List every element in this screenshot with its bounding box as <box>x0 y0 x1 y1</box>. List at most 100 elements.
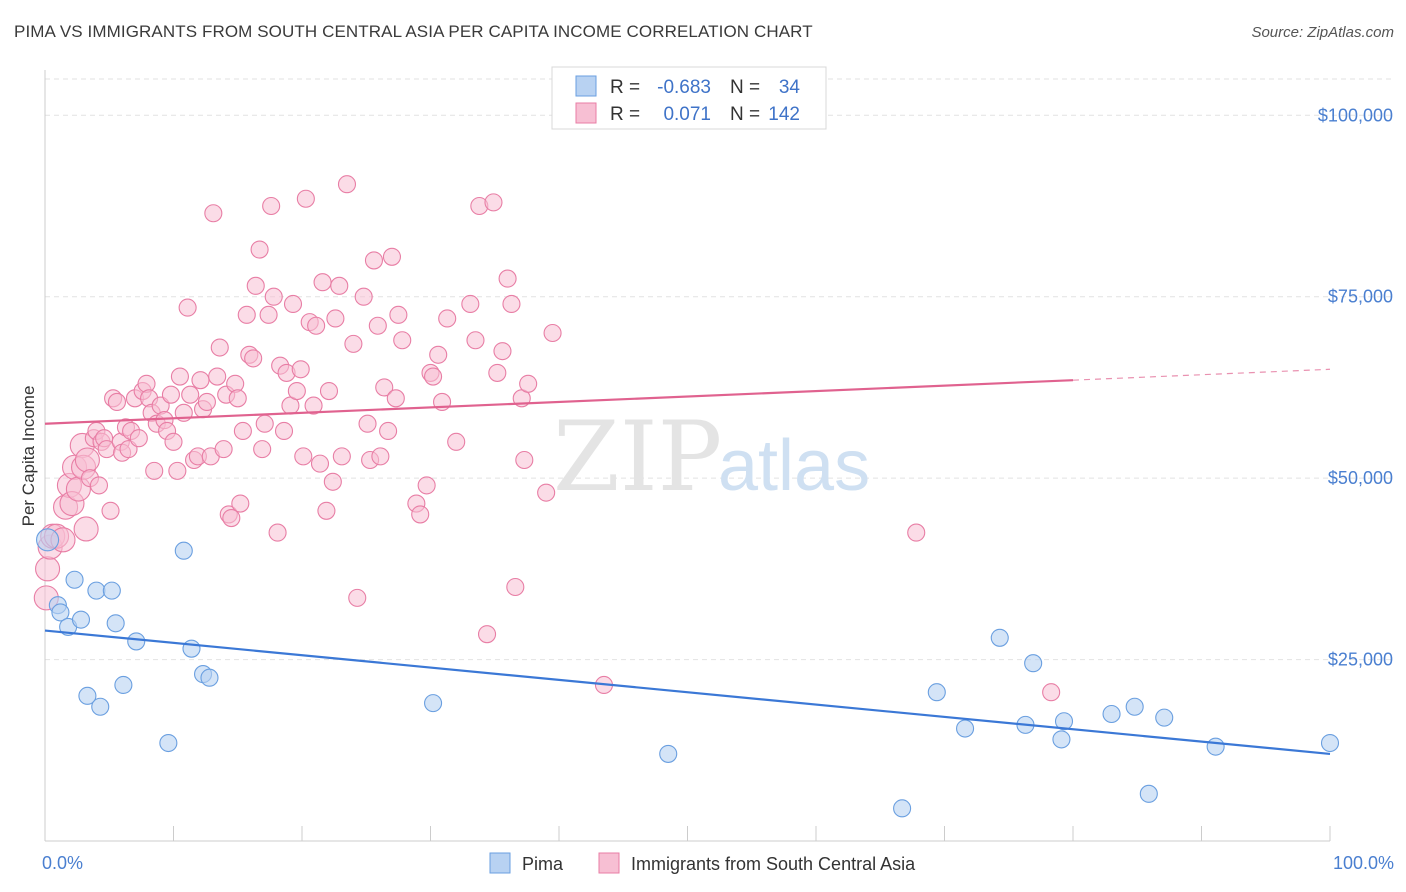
point-immigrants-90 <box>319 382 339 401</box>
point-pima-15 <box>182 639 201 658</box>
point-pima-9 <box>102 581 121 600</box>
point-immigrants-70 <box>255 414 274 433</box>
point-immigrants-101 <box>364 251 384 270</box>
point-immigrants-131 <box>519 374 538 393</box>
legend-r-value-immigrants: 0.071 <box>663 104 711 125</box>
y-tick-labels: $25,000 $50,000 $75,000 $100,000 <box>1318 105 1393 669</box>
point-immigrants-42 <box>168 461 187 480</box>
point-immigrants-83 <box>296 189 315 208</box>
watermark-atlas: atlas <box>718 426 870 506</box>
point-immigrants-41 <box>164 432 183 451</box>
point-immigrants-1 <box>35 556 61 582</box>
point-immigrants-127 <box>502 294 521 314</box>
point-immigrants-109 <box>393 331 412 350</box>
point-pima-5 <box>71 610 91 629</box>
point-pima-32 <box>1206 737 1225 756</box>
point-immigrants-125 <box>493 342 512 361</box>
point-pima-27 <box>1054 712 1074 731</box>
point-immigrants-136 <box>1042 683 1061 702</box>
point-immigrants-137 <box>73 516 99 542</box>
point-immigrants-99 <box>358 414 377 433</box>
point-immigrants-105 <box>379 421 398 441</box>
point-immigrants-98 <box>354 287 373 306</box>
legend-swatch-immigrants <box>575 102 597 124</box>
point-immigrants-118 <box>447 432 466 451</box>
point-pima-14 <box>174 541 193 560</box>
point-pima-23 <box>990 628 1009 647</box>
point-immigrants-82 <box>294 447 313 466</box>
point-immigrants-72 <box>262 196 281 216</box>
point-immigrants-76 <box>274 421 294 441</box>
point-pima-22 <box>956 719 975 738</box>
point-immigrants-54 <box>208 367 227 386</box>
point-pima-25 <box>1024 654 1043 673</box>
point-immigrants-135 <box>907 523 926 542</box>
point-immigrants-86 <box>307 316 326 335</box>
point-immigrants-53 <box>204 204 223 223</box>
point-immigrants-119 <box>461 294 480 314</box>
point-immigrants-107 <box>386 389 405 408</box>
legend-swatch-pima <box>575 75 597 97</box>
trend-line-0 <box>44 629 1331 756</box>
point-immigrants-64 <box>237 305 256 324</box>
point-pima-28 <box>1102 704 1121 724</box>
legend-n-value-immigrants: 142 <box>768 104 800 125</box>
series-pima-points <box>36 528 1340 818</box>
y-axis-title: Per Capita Income <box>19 386 38 527</box>
point-immigrants-112 <box>417 476 436 495</box>
point-immigrants-93 <box>330 276 349 295</box>
point-pima-19 <box>659 744 678 763</box>
y-tick-label-2: $75,000 <box>1328 287 1393 307</box>
point-immigrants-114 <box>424 367 443 386</box>
point-pima-10 <box>106 614 125 633</box>
point-immigrants-95 <box>337 175 357 194</box>
point-immigrants-91 <box>323 472 342 491</box>
point-immigrants-21 <box>101 501 120 520</box>
point-immigrants-13 <box>74 447 100 473</box>
x-tick-label-0: 0.0% <box>42 853 83 873</box>
watermark-zip: ZIP <box>553 401 722 513</box>
legend-n-label-pima: N = <box>730 77 760 98</box>
gridlines <box>45 78 1392 661</box>
point-immigrants-108 <box>389 305 408 324</box>
point-immigrants-96 <box>344 334 363 353</box>
point-immigrants-17 <box>89 476 109 495</box>
point-immigrants-68 <box>250 240 269 259</box>
point-immigrants-102 <box>368 316 387 335</box>
point-immigrants-74 <box>268 523 287 542</box>
point-pima-2 <box>51 603 70 622</box>
y-tick-label-3: $100,000 <box>1318 105 1393 125</box>
point-pima-17 <box>200 668 219 687</box>
point-pima-29 <box>1125 697 1144 716</box>
point-immigrants-103 <box>371 447 390 466</box>
legend-r-value-pima: -0.683 <box>657 77 711 98</box>
point-pima-11 <box>114 675 133 695</box>
point-immigrants-122 <box>477 625 497 644</box>
source-label: Source: ZipAtlas.com <box>1251 24 1394 41</box>
trend-lines <box>44 368 1331 756</box>
x-tick-label-1: 100.0% <box>1333 853 1394 873</box>
point-immigrants-132 <box>537 483 556 502</box>
watermark: ZIP atlas <box>553 401 870 513</box>
point-immigrants-59 <box>222 509 241 528</box>
point-immigrants-30 <box>129 429 148 448</box>
point-immigrants-94 <box>332 447 351 466</box>
point-immigrants-80 <box>287 382 306 401</box>
point-pima-33 <box>1320 733 1340 753</box>
legend-r-label-immigrants: R = <box>610 104 640 125</box>
point-immigrants-67 <box>246 276 265 295</box>
trend-line-extension-1 <box>1072 368 1331 381</box>
bottom-legend-label-pima: Pima <box>522 854 564 874</box>
legend-r-label-pima: R = <box>610 77 640 98</box>
chart-title: PIMA VS IMMIGRANTS FROM SOUTH CENTRAL AS… <box>14 22 813 41</box>
point-immigrants-104 <box>375 378 394 397</box>
series-immigrants-points <box>33 175 1061 702</box>
y-tick-label-1: $50,000 <box>1328 468 1393 488</box>
point-immigrants-79 <box>283 294 303 314</box>
point-pima-13 <box>159 733 178 753</box>
point-pima-7 <box>87 581 106 600</box>
bottom-legend-swatch-pima <box>489 852 511 874</box>
point-immigrants-66 <box>244 349 263 368</box>
point-immigrants-124 <box>488 363 507 382</box>
point-immigrants-45 <box>178 298 197 317</box>
